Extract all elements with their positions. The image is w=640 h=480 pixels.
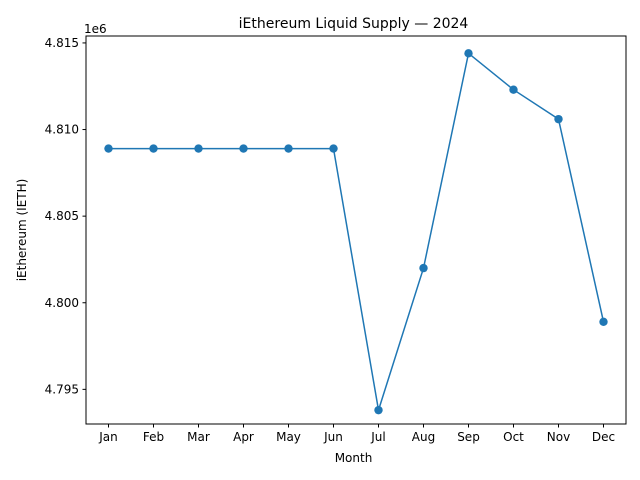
data-point bbox=[194, 144, 203, 153]
data-point bbox=[239, 144, 248, 153]
data-point bbox=[329, 144, 338, 153]
data-point bbox=[509, 85, 518, 94]
x-tick-label: Feb bbox=[143, 430, 164, 444]
plot-frame bbox=[85, 35, 627, 425]
x-tick-label: Apr bbox=[233, 430, 254, 444]
x-tick-label: Oct bbox=[503, 430, 524, 444]
data-point bbox=[554, 114, 563, 124]
data-point bbox=[419, 263, 428, 273]
y-tick-label: 4.815 bbox=[45, 36, 79, 50]
x-tick-label: Jun bbox=[323, 430, 343, 444]
x-tick-label: Mar bbox=[187, 430, 210, 444]
data-point bbox=[284, 144, 293, 153]
data-point bbox=[104, 144, 113, 153]
y-offset-label: 1e6 bbox=[84, 22, 107, 36]
data-point bbox=[599, 317, 608, 327]
series-line bbox=[108, 51, 605, 411]
data-point bbox=[464, 49, 473, 58]
x-tick-label: May bbox=[276, 430, 301, 444]
y-tick-label: 4.810 bbox=[45, 123, 79, 137]
x-axis-label: Month bbox=[335, 451, 373, 465]
series-layer bbox=[104, 49, 608, 415]
chart-title: iEthereum Liquid Supply — 2024 bbox=[239, 16, 469, 32]
y-tick-label: 4.805 bbox=[45, 209, 79, 223]
x-tick-label: Jan bbox=[98, 430, 118, 444]
x-tick-label: Aug bbox=[412, 430, 435, 444]
y-axis-label: iEthereum (IETH) bbox=[15, 179, 29, 282]
y-axis-ticks: 4.795 4.800 4.805 4.810 4.815 bbox=[45, 36, 86, 396]
y-tick-label: 4.800 bbox=[45, 296, 79, 310]
x-axis-ticks: Jan Feb Mar Apr May Jun Jul Aug Sep Oct Nov Dec bbox=[98, 424, 615, 444]
data-point bbox=[374, 405, 383, 415]
x-tick-label: Nov bbox=[547, 430, 570, 444]
x-tick-label: Sep bbox=[457, 430, 480, 444]
x-tick-label: Dec bbox=[592, 430, 615, 444]
y-tick-label: 4.795 bbox=[45, 382, 79, 396]
data-point bbox=[149, 144, 158, 153]
x-tick-label: Jul bbox=[370, 430, 385, 444]
